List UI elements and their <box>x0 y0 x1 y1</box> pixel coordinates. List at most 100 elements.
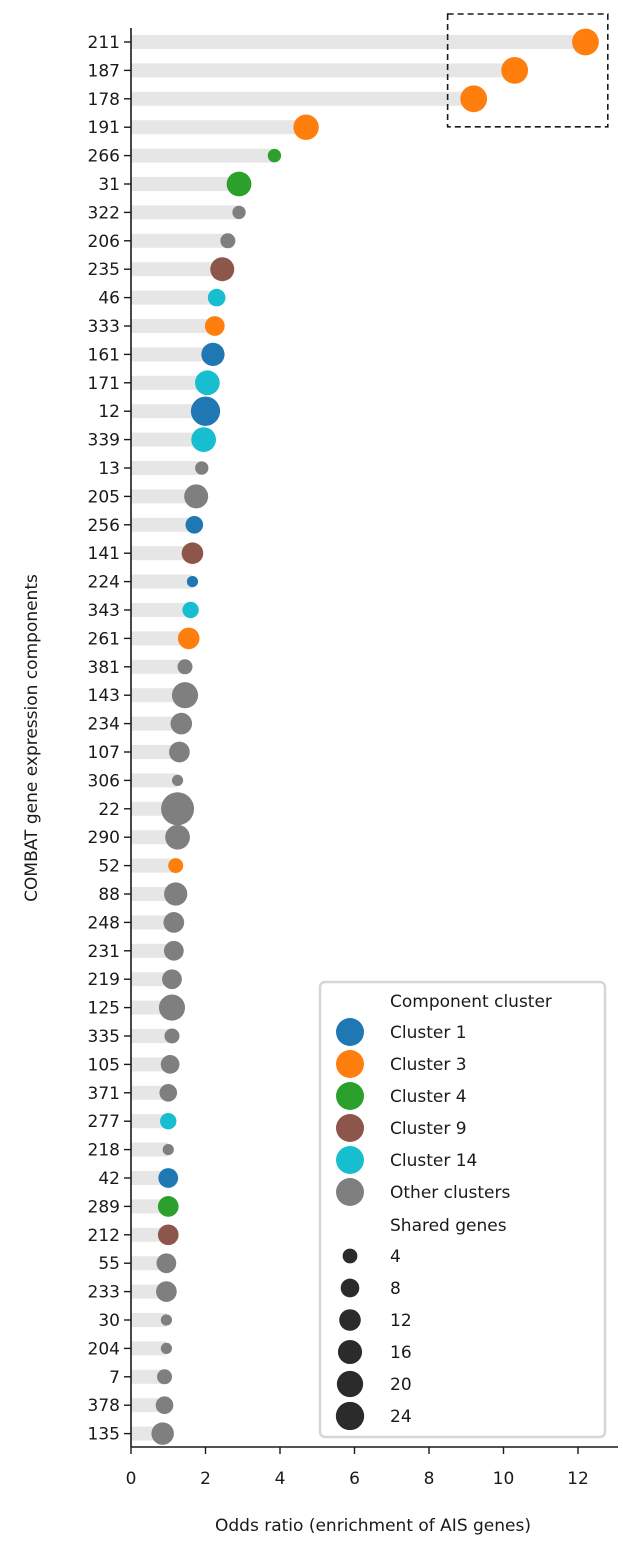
point-322 <box>232 205 246 220</box>
point-7 <box>157 1369 173 1385</box>
legend-size-marker <box>337 1339 363 1365</box>
point-30 <box>160 1314 172 1326</box>
bar-322 <box>131 205 240 220</box>
point-333 <box>204 316 225 336</box>
bar-206 <box>131 233 228 248</box>
y-tick-label: 12 <box>98 402 120 422</box>
point-55 <box>156 1253 177 1274</box>
bar-12 <box>131 404 206 419</box>
y-tick-label: 235 <box>88 260 120 280</box>
x-tick-label: 10 <box>493 1469 515 1489</box>
legend-marker <box>336 1178 364 1206</box>
legend-size-label: 16 <box>390 1343 412 1363</box>
y-tick-label: 107 <box>88 743 120 763</box>
point-212 <box>157 1224 179 1246</box>
point-219 <box>162 969 182 990</box>
y-tick-label: 171 <box>88 374 120 394</box>
legend-marker <box>336 1082 364 1110</box>
x-tick-label: 12 <box>567 1469 589 1489</box>
y-tick-label: 219 <box>88 970 120 990</box>
bar-256 <box>131 517 195 532</box>
y-tick-label: 105 <box>88 1055 120 1075</box>
bar-178 <box>131 91 474 106</box>
y-tick-label: 339 <box>88 431 120 451</box>
legend-label: Cluster 9 <box>390 1119 467 1139</box>
point-289 <box>157 1196 179 1217</box>
y-tick-label: 290 <box>88 828 120 848</box>
y-tick-label: 46 <box>98 289 120 309</box>
point-107 <box>169 741 190 763</box>
point-13 <box>195 461 209 475</box>
bar-31 <box>131 177 240 191</box>
bar-235 <box>131 262 223 277</box>
point-46 <box>207 288 226 307</box>
point-371 <box>159 1083 178 1102</box>
y-tick-label: 141 <box>88 544 120 564</box>
y-tick-label: 261 <box>88 629 120 649</box>
highlight-box <box>446 13 609 128</box>
y-tick-label: 218 <box>88 1141 120 1161</box>
point-206 <box>220 233 236 249</box>
bar-143 <box>131 688 186 703</box>
y-tick-label: 256 <box>88 516 120 536</box>
y-tick-label: 135 <box>88 1425 120 1445</box>
bar-107 <box>131 745 180 759</box>
bar-261 <box>131 631 189 646</box>
point-187 <box>501 57 529 84</box>
y-tick-label: 277 <box>88 1112 120 1132</box>
point-22 <box>161 792 195 826</box>
bar-231 <box>131 943 174 958</box>
y-tick-label: 7 <box>109 1368 120 1388</box>
y-ticks-layer: 211 187 178 191 266 31 322 206 235 46 333 161 171 12 3… <box>88 33 131 1445</box>
point-141 <box>181 542 204 564</box>
y-tick-label: 187 <box>88 61 120 81</box>
y-tick-label: 335 <box>88 1027 120 1047</box>
point-339 <box>191 427 217 452</box>
x-tick-label: 6 <box>349 1469 360 1489</box>
legend-label: Cluster 14 <box>390 1151 477 1171</box>
legend-cluster-entries: Cluster 1 Cluster 3 Cluster 4 Cluster 9 Clus… <box>336 1018 510 1206</box>
bar-248 <box>131 915 174 930</box>
point-231 <box>163 940 184 961</box>
bar-339 <box>131 432 204 447</box>
y-tick-label: 13 <box>98 459 120 479</box>
bar-204 <box>131 1341 167 1356</box>
point-378 <box>155 1396 174 1415</box>
legend-size-label: 24 <box>390 1407 412 1427</box>
point-266 <box>267 148 282 163</box>
bar-224 <box>131 574 193 589</box>
point-290 <box>165 824 190 850</box>
legend-marker <box>336 1114 364 1142</box>
y-tick-label: 234 <box>88 715 120 735</box>
bar-13 <box>131 461 202 475</box>
legend-marker <box>336 1146 364 1174</box>
point-191 <box>293 114 319 140</box>
y-tick-label: 371 <box>88 1084 120 1104</box>
y-tick-label: 248 <box>88 913 120 933</box>
y-tick-label: 206 <box>88 232 120 252</box>
legend-size-marker <box>336 1370 364 1398</box>
point-135 <box>151 1422 174 1445</box>
y-tick-label: 233 <box>88 1283 120 1303</box>
y-tick-label: 55 <box>98 1254 120 1274</box>
y-tick-label: 125 <box>88 999 120 1019</box>
bar-105 <box>131 1057 171 1072</box>
bar-218 <box>131 1142 169 1157</box>
y-tick-label: 30 <box>98 1311 120 1331</box>
legend-label: Cluster 4 <box>390 1087 467 1107</box>
point-381 <box>177 659 193 675</box>
point-88 <box>164 882 188 906</box>
legend-size-marker <box>340 1278 360 1298</box>
point-277 <box>160 1113 177 1130</box>
legend-size-marker <box>335 1401 365 1431</box>
point-235 <box>210 257 235 282</box>
legend-label: Cluster 3 <box>390 1055 467 1075</box>
point-205 <box>184 484 209 509</box>
point-218 <box>162 1144 174 1156</box>
y-tick-label: 333 <box>88 317 120 337</box>
x-tick-label: 8 <box>424 1469 435 1489</box>
bar-378 <box>131 1398 165 1413</box>
bars-layer <box>131 35 586 1441</box>
y-tick-label: 143 <box>88 686 120 706</box>
point-171 <box>194 370 220 396</box>
